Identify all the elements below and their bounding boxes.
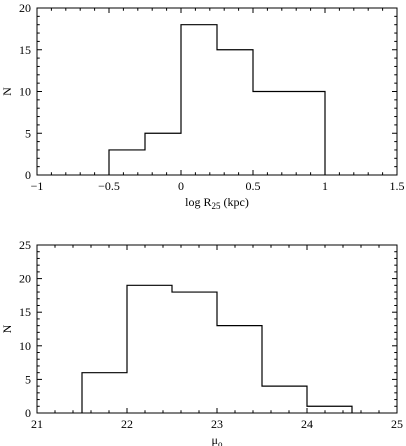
y-tick-label: 0 — [25, 406, 31, 420]
histogram-bin — [109, 150, 145, 175]
histogram-bin — [217, 326, 262, 413]
y-tick-label: 5 — [25, 126, 31, 140]
histogram-bin — [217, 50, 253, 175]
y-tick-label: 0 — [25, 168, 31, 182]
histogram-bin — [181, 25, 217, 175]
y-tick-label: 15 — [19, 305, 31, 319]
x-axis-label-main: log R — [185, 195, 211, 209]
y-tick-label: 20 — [19, 272, 31, 286]
x-axis-label: log R25 (kpc) — [185, 195, 249, 211]
x-tick-label: 1.5 — [390, 179, 405, 193]
x-axis-label-unit: (kpc) — [221, 195, 249, 209]
x-tick-label: 24 — [301, 417, 313, 431]
y-tick-label: 10 — [19, 85, 31, 99]
x-tick-label: 23 — [211, 417, 223, 431]
plot-frame — [36, 244, 398, 414]
x-axis-label-subscript: o — [218, 439, 223, 446]
x-axis-label-main: μ — [212, 433, 218, 446]
y-tick-label: 15 — [19, 43, 31, 57]
histogram-bin — [289, 92, 325, 176]
y-axis-label: N — [0, 87, 14, 96]
x-axis-label: μo — [212, 433, 223, 446]
histogram-bin — [145, 133, 181, 175]
y-tick-label: 5 — [25, 372, 31, 386]
histogram-panel-2: 21 22 23 24 25 0 5 10 15 20 25 Nμo — [0, 238, 403, 446]
histogram-bin — [307, 406, 352, 413]
histogram-outline — [81, 284, 353, 413]
y-tick-label: 20 — [19, 1, 31, 15]
histogram-bin — [172, 292, 217, 413]
histogram-bin — [82, 373, 127, 413]
x-tick-label: 1 — [322, 179, 328, 193]
x-tick-label: 21 — [31, 417, 43, 431]
x-tick-label: 22 — [121, 417, 133, 431]
x-tick-label: −1 — [31, 179, 44, 193]
x-tick-label: −0.5 — [98, 179, 120, 193]
y-tick-label: 10 — [19, 339, 31, 353]
x-tick-label: 0.5 — [246, 179, 261, 193]
histogram-bin — [262, 386, 307, 413]
histogram-bin — [253, 92, 289, 176]
histogram-outline — [108, 24, 326, 175]
y-tick-label: 25 — [19, 238, 31, 252]
x-axis-label-subscript: 25 — [212, 201, 222, 211]
y-axis-label: N — [0, 324, 14, 333]
x-tick-label: 0 — [178, 179, 184, 193]
histogram-bin — [127, 285, 172, 413]
x-tick-label: 25 — [391, 417, 403, 431]
